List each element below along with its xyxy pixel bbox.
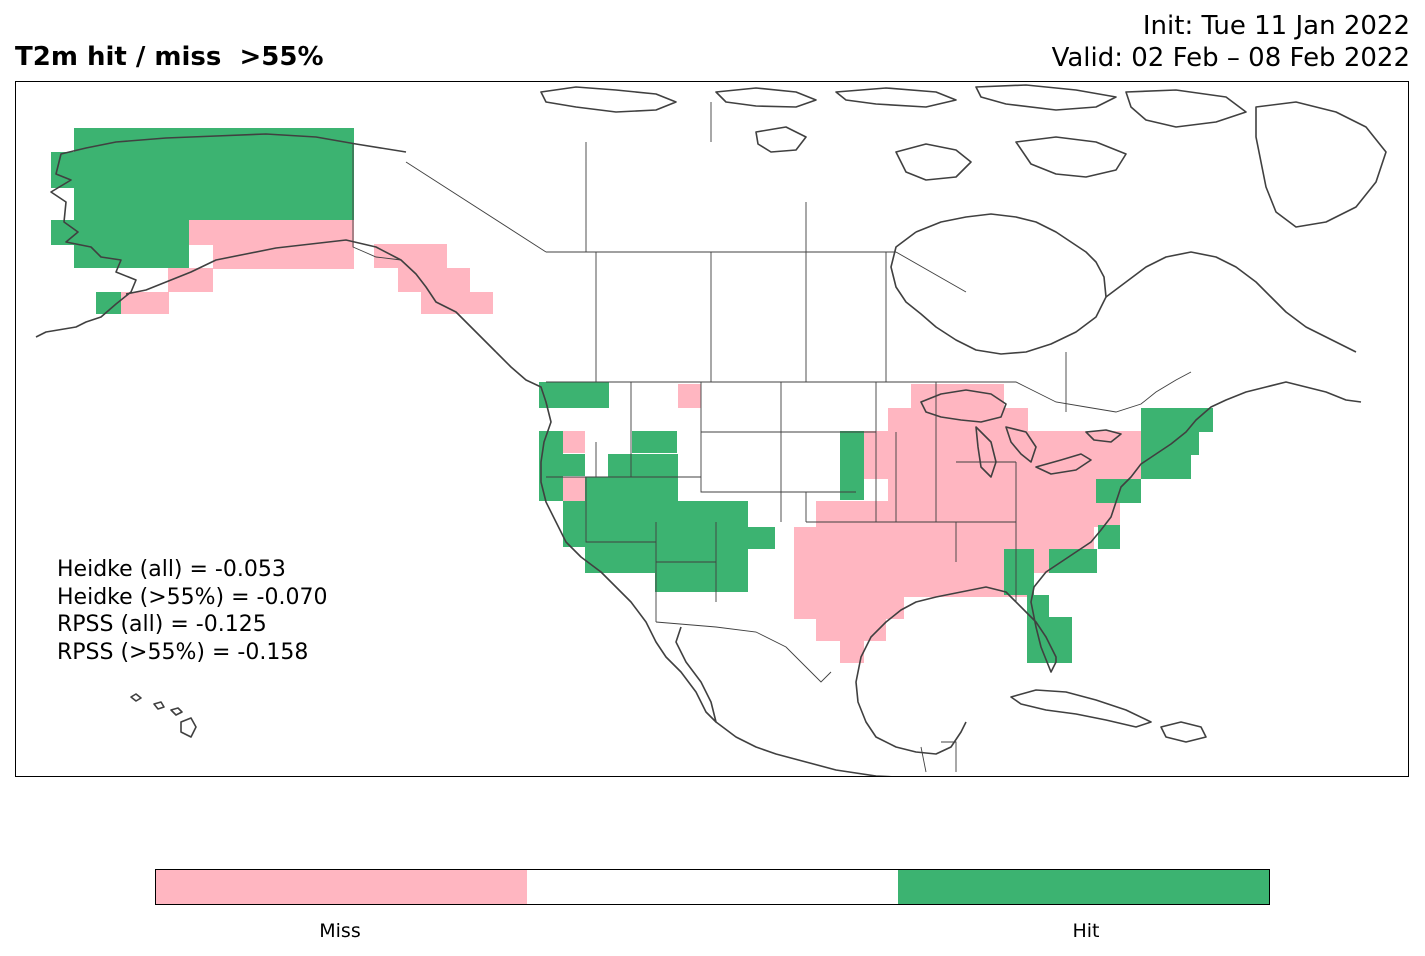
skill-scores: Heidke (all) = -0.053 Heidke (>55%) = -0… [57, 556, 327, 666]
alaska-coast [35, 133, 497, 353]
mexico-west-coast [715, 721, 893, 776]
hit-cell [655, 501, 748, 527]
hit-cell [74, 128, 354, 220]
colorbar-miss-segment [156, 870, 527, 904]
labrador-coast [1105, 251, 1357, 353]
miss-cell [563, 477, 585, 501]
hit-cell [51, 220, 76, 245]
rpss-above-55: RPSS (>55%) = -0.158 [57, 639, 309, 665]
hispaniola-coast [1160, 721, 1207, 743]
miss-cell [563, 431, 585, 453]
grid-cells [51, 128, 1213, 663]
heidke-all: Heidke (all) = -0.053 [57, 557, 286, 582]
us-mexico-border [655, 621, 832, 683]
valid-period: Valid: 02 Feb – 08 Feb 2022 [1051, 43, 1410, 73]
political-borders [352, 102, 1192, 773]
colorbar [155, 869, 1270, 905]
miss-cell [840, 641, 864, 663]
map-panel [15, 81, 1409, 777]
miss-cell [421, 292, 493, 314]
us-canada-border [546, 371, 1192, 413]
hit-cell [96, 292, 121, 314]
great-lakes [920, 389, 1122, 478]
hit-cell [563, 454, 585, 476]
miss-cell [794, 527, 1094, 549]
hit-cell [1027, 595, 1049, 617]
arctic-islands [540, 84, 1387, 228]
miss-cell [816, 619, 886, 641]
gulf-coast [855, 586, 1017, 755]
rpss-all: RPSS (all) = -0.125 [57, 612, 267, 637]
hit-cell [840, 478, 864, 500]
hit-cell [1141, 408, 1213, 432]
miss-cell [794, 549, 1034, 573]
hit-cell [1004, 549, 1034, 595]
hit-cell [608, 454, 678, 478]
east-coast [1015, 381, 1362, 673]
hit-cell [632, 431, 677, 453]
miss-cell [911, 384, 1004, 408]
cuba-coast [1010, 689, 1152, 728]
west-coast [495, 351, 717, 723]
hit-cell [1096, 479, 1141, 503]
hit-cell [585, 527, 775, 549]
miss-cell [374, 244, 447, 268]
hit-cell [585, 549, 655, 573]
hit-cell [51, 152, 76, 188]
hit-cell [563, 501, 585, 547]
miss-cell [398, 268, 470, 292]
hit-cell [539, 382, 609, 408]
hawaii-islands [130, 693, 197, 738]
hit-cell [655, 549, 748, 592]
forecast-dates: Init: Tue 11 Jan 2022 Valid: 02 Feb – 08… [1052, 10, 1410, 74]
coastlines [35, 84, 1387, 776]
miss-cell [189, 220, 354, 245]
map-canvas [35, 84, 1387, 776]
hit-cell [74, 220, 189, 268]
map-title: T2m hit / miss >55% [15, 42, 324, 72]
central-america-border [920, 741, 957, 773]
miss-cell [213, 245, 354, 269]
hit-cell [1027, 617, 1072, 663]
alaska-yukon-border [352, 144, 402, 261]
miss-cell [121, 292, 169, 314]
colorbar-neutral-segment [527, 870, 898, 904]
canada-province-borders [405, 102, 1067, 412]
miss-cell [1098, 503, 1120, 525]
hudson-bay-coast [890, 213, 1107, 355]
colorbar-miss-label: Miss [319, 920, 361, 942]
miss-cell [678, 384, 701, 408]
heidke-above-55: Heidke (>55%) = -0.070 [57, 584, 328, 610]
miss-cell [794, 573, 904, 619]
hit-cell [1098, 525, 1120, 549]
miss-cell [816, 501, 916, 527]
init-date: Init: Tue 11 Jan 2022 [1142, 11, 1410, 41]
colorbar-hit-segment [898, 870, 1269, 904]
hit-cell [1049, 549, 1097, 573]
hit-cell [1141, 431, 1199, 455]
state-borders [546, 382, 1017, 622]
miss-cell [888, 479, 1098, 527]
colorbar-hit-label: Hit [1072, 920, 1100, 942]
miss-cell [1034, 549, 1049, 573]
